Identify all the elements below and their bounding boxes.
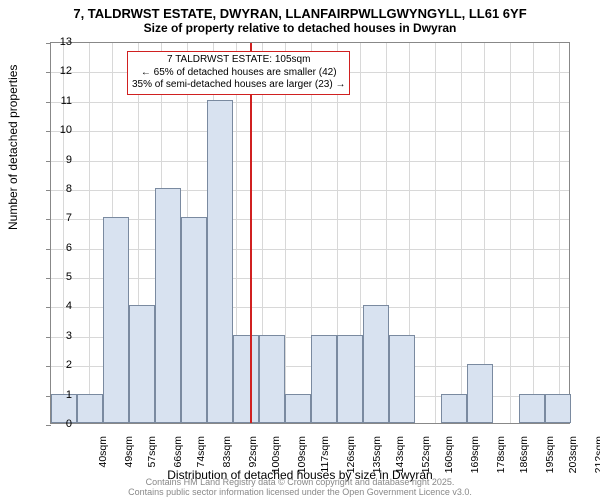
gridline-v: [89, 43, 90, 423]
gridline-h: [51, 190, 569, 191]
x-tick-label: 117sqm: [319, 436, 331, 480]
x-tick-label: 203sqm: [567, 436, 579, 480]
x-tick-label: 195sqm: [544, 436, 556, 480]
gridline-v: [435, 43, 436, 423]
annotation-line3: 35% of semi-detached houses are larger (…: [132, 79, 345, 90]
chart-title-sub: Size of property relative to detached ho…: [0, 21, 600, 35]
x-tick-label: 212sqm: [593, 436, 600, 480]
y-tick-label: 5: [42, 271, 72, 283]
histogram-bar: [155, 188, 181, 423]
gridline-h: [51, 161, 569, 162]
histogram-bar: [207, 100, 233, 423]
histogram-bar: [311, 335, 337, 423]
y-tick-label: 6: [42, 242, 72, 254]
histogram-bar: [103, 217, 129, 423]
histogram-bar: [363, 305, 389, 423]
gridline-h: [51, 102, 569, 103]
x-tick-label: 83sqm: [221, 436, 233, 480]
x-tick-label: 66sqm: [172, 436, 184, 480]
annotation-line1: 7 TALDRWST ESTATE: 105sqm: [167, 54, 310, 65]
annotation-box: 7 TALDRWST ESTATE: 105sqm ← 65% of detach…: [127, 51, 350, 95]
x-tick-label: 100sqm: [270, 436, 282, 480]
histogram-bar: [337, 335, 363, 423]
y-tick-label: 0: [42, 418, 72, 430]
y-tick-label: 8: [42, 183, 72, 195]
x-tick-label: 109sqm: [296, 436, 308, 480]
y-tick-label: 10: [42, 124, 72, 136]
gridline-v: [510, 43, 511, 423]
x-tick-label: 92sqm: [247, 436, 259, 480]
x-tick-label: 186sqm: [518, 436, 530, 480]
x-tick-label: 152sqm: [420, 436, 432, 480]
x-tick-label: 169sqm: [469, 436, 481, 480]
histogram-bar: [259, 335, 285, 423]
footer-attribution: Contains HM Land Registry data © Crown c…: [0, 478, 600, 498]
x-tick-label: 126sqm: [345, 436, 357, 480]
gridline-v: [461, 43, 462, 423]
footer-line2: Contains public sector information licen…: [128, 487, 472, 497]
gridline-v: [533, 43, 534, 423]
y-axis-title: Number of detached properties: [6, 65, 20, 230]
x-tick-label: 135sqm: [371, 436, 383, 480]
histogram-bar: [77, 394, 103, 423]
x-tick-label: 40sqm: [97, 436, 109, 480]
gridline-h: [51, 131, 569, 132]
chart-area: 7 TALDRWST ESTATE: 105sqm ← 65% of detach…: [50, 42, 570, 424]
plot-area: 7 TALDRWST ESTATE: 105sqm ← 65% of detach…: [50, 42, 570, 424]
subject-marker-line: [250, 43, 252, 423]
x-tick-label: 57sqm: [146, 436, 158, 480]
chart-container: { "title_main": "7, TALDRWST ESTATE, DWY…: [0, 0, 600, 500]
y-tick-label: 2: [42, 359, 72, 371]
y-tick-label: 9: [42, 154, 72, 166]
x-tick-label: 74sqm: [195, 436, 207, 480]
gridline-v: [559, 43, 560, 423]
annotation-line2: ← 65% of detached houses are smaller (42…: [141, 67, 337, 78]
gridline-v: [285, 43, 286, 423]
histogram-bar: [467, 364, 493, 423]
histogram-bar: [129, 305, 155, 423]
chart-title-main: 7, TALDRWST ESTATE, DWYRAN, LLANFAIRPWLL…: [0, 0, 600, 21]
y-tick-label: 4: [42, 300, 72, 312]
y-tick-label: 12: [42, 65, 72, 77]
y-tick-label: 3: [42, 330, 72, 342]
histogram-bar: [181, 217, 207, 423]
histogram-bar: [233, 335, 259, 423]
y-tick-label: 11: [42, 95, 72, 107]
y-tick-label: 7: [42, 212, 72, 224]
x-tick-label: 143sqm: [394, 436, 406, 480]
histogram-bar: [545, 394, 571, 423]
histogram-bar: [389, 335, 415, 423]
histogram-bar: [441, 394, 467, 423]
x-tick-label: 160sqm: [443, 436, 455, 480]
x-tick-label: 178sqm: [495, 436, 507, 480]
y-tick-label: 1: [42, 389, 72, 401]
histogram-bar: [519, 394, 545, 423]
histogram-bar: [285, 394, 311, 423]
x-tick-label: 49sqm: [123, 436, 135, 480]
y-tick-label: 13: [42, 36, 72, 48]
